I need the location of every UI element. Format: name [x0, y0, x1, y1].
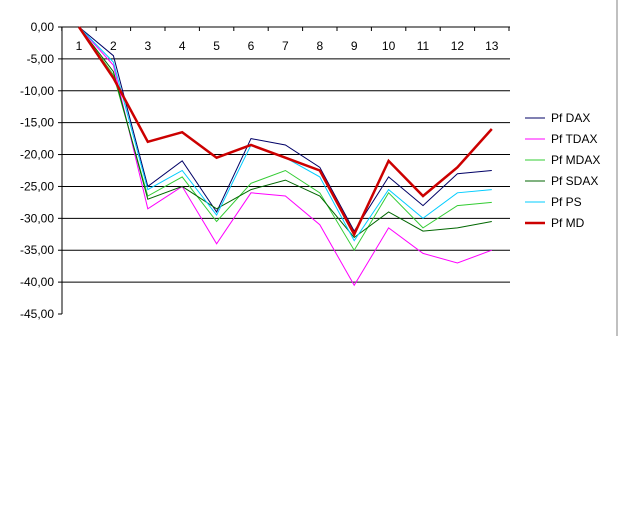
y-tick-label: 0,00	[31, 20, 55, 34]
y-tick-label: -5,00	[27, 52, 55, 66]
series-line-pf-dax	[78, 26, 492, 233]
y-axis-tick-labels: 0,00 -5,00 -10,00 -15,00 -20,00 -25,00 -30,00 -…	[20, 20, 54, 321]
axes	[58, 26, 510, 315]
series-line-pf-sdax	[78, 26, 492, 239]
x-tick-label: 5	[213, 39, 220, 53]
series-lines	[77, 26, 493, 287]
legend-label: Pf SDAX	[551, 174, 598, 188]
legend-label: Pf TDAX	[551, 132, 597, 146]
x-tick-label: 12	[451, 39, 465, 53]
x-axis-tick-labels: 1 2 3 4 5 6 7 8 9 10 11 12 13	[76, 39, 499, 53]
x-tick-label: 13	[485, 39, 499, 53]
x-tick-label: 3	[144, 39, 151, 53]
y-tick-label: -35,00	[20, 243, 54, 257]
x-tick-label: 7	[282, 39, 289, 53]
x-tick-label: 10	[382, 39, 396, 53]
y-tick-label: -30,00	[20, 211, 54, 225]
series-line-pf-md	[77, 26, 493, 238]
x-tick-label: 9	[351, 39, 358, 53]
legend-label: Pf PS	[551, 195, 582, 209]
y-tick-label: -15,00	[20, 116, 54, 130]
x-tick-label: 1	[76, 39, 83, 53]
y-tick-label: -40,00	[20, 275, 54, 289]
legend-label: Pf MDAX	[551, 153, 600, 167]
legend-label: Pf MD	[551, 216, 585, 230]
series-line-pf-mdax	[78, 26, 492, 252]
y-tick-label: -20,00	[20, 148, 54, 162]
x-tick-label: 8	[316, 39, 323, 53]
x-tick-label: 11	[417, 39, 430, 53]
y-tick-label: -45,00	[20, 307, 54, 321]
x-tick-label: 4	[179, 39, 186, 53]
legend-label: Pf DAX	[551, 111, 590, 125]
x-tick-label: 6	[248, 39, 255, 53]
x-tick-label: 2	[110, 39, 117, 53]
series-line-pf-tdax	[78, 26, 492, 287]
y-tick-label: -25,00	[20, 179, 54, 193]
legend: Pf DAX Pf TDAX Pf MDAX Pf SDAX Pf PS Pf MD	[525, 111, 600, 230]
y-tick-label: -10,00	[20, 84, 54, 98]
